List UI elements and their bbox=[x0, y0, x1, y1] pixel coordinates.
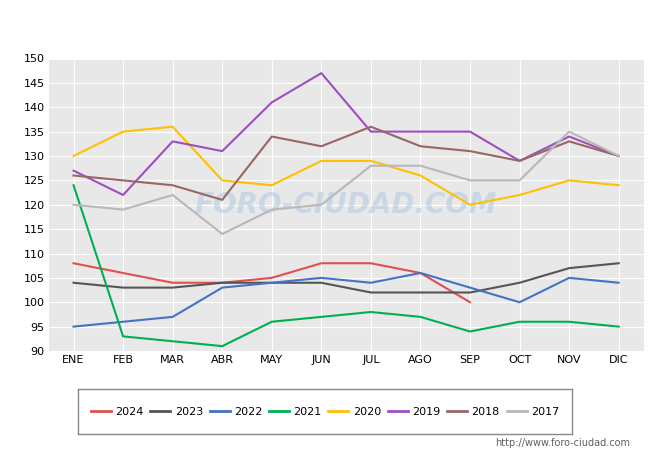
Text: FORO-CIUDAD.COM: FORO-CIUDAD.COM bbox=[195, 191, 497, 219]
Text: Afiliados en La Torre a 30/9/2024: Afiliados en La Torre a 30/9/2024 bbox=[177, 9, 473, 27]
Text: http://www.foro-ciudad.com: http://www.foro-ciudad.com bbox=[495, 438, 630, 448]
Legend: 2024, 2023, 2022, 2021, 2020, 2019, 2018, 2017: 2024, 2023, 2022, 2021, 2020, 2019, 2018… bbox=[86, 402, 564, 421]
